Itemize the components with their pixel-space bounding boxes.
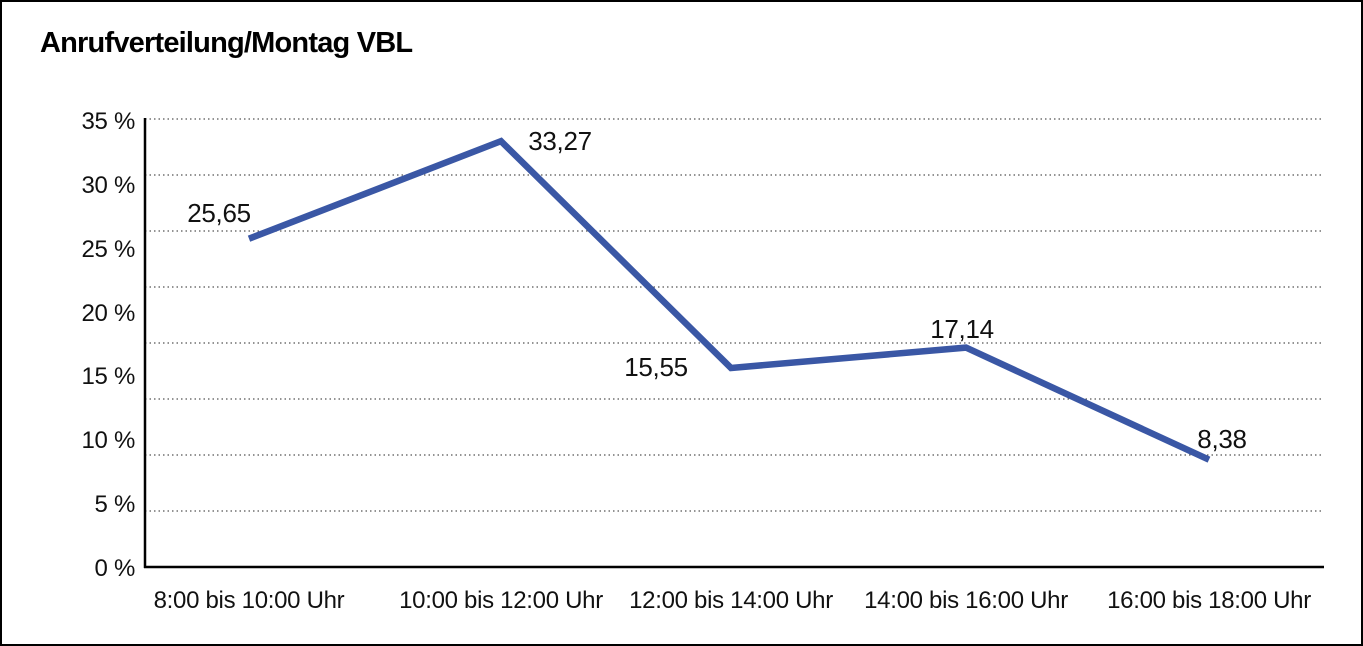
y-axis-tick-label: 20 % — [81, 299, 135, 327]
x-axis-category-label: 10:00 bis 12:00 Uhr — [399, 587, 603, 614]
data-point-value-label: 25,65 — [187, 197, 251, 228]
x-axis-category-label: 8:00 bis 10:00 Uhr — [153, 587, 345, 614]
x-axis-category-label: 16:00 bis 18:00 Uhr — [1107, 587, 1311, 614]
y-axis-tick-label: 25 % — [81, 235, 135, 263]
data-point-value-label: 15,55 — [624, 351, 688, 382]
x-axis-category-label: 12:00 bis 14:00 Uhr — [629, 587, 833, 614]
data-point-value-label: 33,27 — [528, 126, 592, 157]
y-axis-tick-label: 35 % — [81, 108, 135, 135]
y-axis-tick-label: 5 % — [94, 491, 136, 519]
y-axis-tick-label: 30 % — [81, 171, 135, 199]
data-point-value-label: 17,14 — [930, 313, 994, 344]
x-axis-category-label: 14:00 bis 16:00 Uhr — [864, 587, 1068, 614]
y-axis-tick-label: 15 % — [81, 363, 135, 391]
data-line — [247, 137, 1211, 463]
chart-title: Anrufverteilung/Montag VBL — [40, 27, 413, 59]
y-axis-tick-label: 0 % — [94, 555, 136, 582]
y-axis-tick-label: 10 % — [81, 427, 135, 455]
data-point-value-label: 8,38 — [1197, 423, 1247, 454]
